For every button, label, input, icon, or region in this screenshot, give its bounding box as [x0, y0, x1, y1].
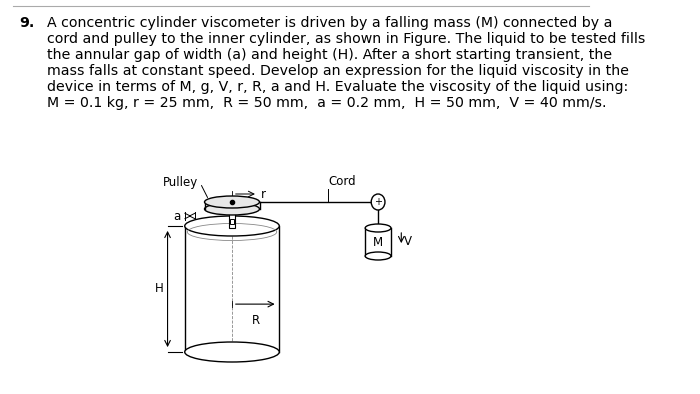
Text: the annular gap of width (a) and height (H). After a short starting transient, t: the annular gap of width (a) and height …	[48, 48, 612, 62]
Text: A concentric cylinder viscometer is driven by a falling mass (M) connected by a: A concentric cylinder viscometer is driv…	[48, 16, 612, 30]
Text: Pulley: Pulley	[162, 175, 197, 188]
Text: M = 0.1 kg, r = 25 mm,  R = 50 mm,  a = 0.2 mm,  H = 50 mm,  V = 40 mm/s.: M = 0.1 kg, r = 25 mm, R = 50 mm, a = 0.…	[48, 96, 607, 110]
Text: +: +	[374, 197, 382, 207]
Ellipse shape	[204, 196, 260, 208]
Text: 9.: 9.	[19, 16, 34, 30]
Text: R: R	[251, 314, 260, 327]
Text: M: M	[373, 236, 383, 249]
Circle shape	[371, 194, 385, 210]
Text: V: V	[404, 235, 412, 248]
Text: device in terms of M, g, V, r, R, a and H. Evaluate the viscosity of the liquid : device in terms of M, g, V, r, R, a and …	[48, 80, 629, 94]
Ellipse shape	[365, 224, 391, 232]
Bar	[230, 219, 235, 223]
Text: Cord: Cord	[328, 175, 356, 188]
Text: mass falls at constant speed. Develop an expression for the liquid viscosity in : mass falls at constant speed. Develop an…	[48, 64, 629, 78]
Ellipse shape	[365, 252, 391, 260]
Ellipse shape	[185, 216, 279, 236]
Text: H: H	[155, 282, 163, 296]
Bar	[229, 207, 235, 228]
Text: cord and pulley to the inner cylinder, as shown in Figure. The liquid to be test: cord and pulley to the inner cylinder, a…	[48, 32, 645, 46]
Text: a: a	[173, 210, 181, 223]
Text: r: r	[261, 188, 266, 201]
Ellipse shape	[185, 342, 279, 362]
Ellipse shape	[204, 203, 260, 215]
